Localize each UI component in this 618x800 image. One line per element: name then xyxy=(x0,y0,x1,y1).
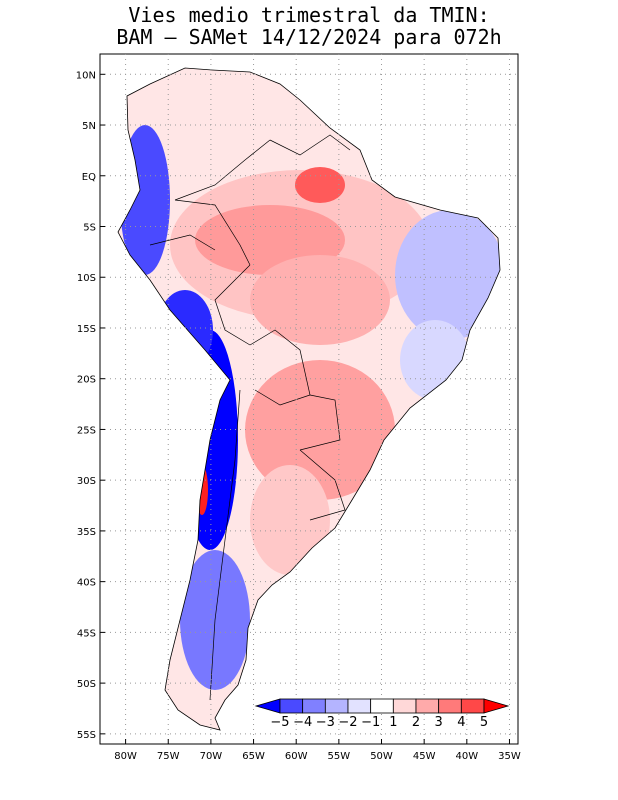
lon-tick-label: 35W xyxy=(498,751,521,762)
colorbar-label: 1 xyxy=(389,715,397,730)
lat-tick-label: 15S xyxy=(77,324,96,335)
colorbar-label: 2 xyxy=(412,715,420,730)
title-line-2: BAM – SAMet 14/12/2024 para 072h xyxy=(116,25,502,49)
lon-tick-label: 65W xyxy=(242,751,265,762)
lat-tick-label: 45S xyxy=(77,628,96,639)
colorbar-right-arrow xyxy=(483,698,510,714)
colorbar-label: −1 xyxy=(361,715,380,730)
lat-tick-label: EQ xyxy=(82,172,96,183)
lat-tick-label: 10N xyxy=(76,70,96,81)
lat-tick-label: 30S xyxy=(77,476,96,487)
colorbar-swatch xyxy=(370,698,394,714)
colorbar-label: 3 xyxy=(435,715,443,730)
title-line-1: Vies medio trimestral da TMIN: xyxy=(128,3,490,27)
lat-tick-label: 40S xyxy=(77,578,96,589)
border-paraguay xyxy=(299,394,341,451)
country-borders xyxy=(149,134,351,701)
lat-tick-label: 55S xyxy=(77,730,96,741)
colorbar-swatch xyxy=(392,698,417,714)
lon-tick-label: 55W xyxy=(328,751,351,762)
colorbar: −5 −4 −3 −2 −1 1 2 3 4 5 xyxy=(254,698,510,730)
lon-tick-label: 80W xyxy=(114,751,137,762)
lon-tick-label: 60W xyxy=(285,751,308,762)
lat-tick-label: 50S xyxy=(77,679,96,690)
lat-tick-label: 10S xyxy=(77,273,96,284)
lat-tick-label: 5S xyxy=(83,223,96,234)
lat-tick-label: 5N xyxy=(82,121,96,132)
pampas-warm-bias xyxy=(250,465,330,575)
border-peru-brazil xyxy=(214,264,251,346)
lon-tick-label: 40W xyxy=(456,751,479,762)
border-bolivia xyxy=(249,329,311,406)
colorbar-label: −4 xyxy=(293,715,312,730)
lat-tick-label: 35S xyxy=(77,527,96,538)
colorbar-label: −2 xyxy=(338,715,357,730)
border-chile-argentina xyxy=(209,389,241,701)
lon-tick-label: 50W xyxy=(370,751,393,762)
border-ecuador-peru xyxy=(149,234,216,251)
lat-tick-label: 25S xyxy=(77,425,96,436)
colorbar-swatch xyxy=(438,698,462,714)
colorbar-label: 5 xyxy=(480,715,488,730)
colorbar-label: −5 xyxy=(270,715,289,730)
central-warm-bias xyxy=(250,255,390,345)
lon-tick-label: 45W xyxy=(413,751,436,762)
colorbar-label: 4 xyxy=(457,715,465,730)
border-guianas xyxy=(269,134,351,156)
colorbar-swatch xyxy=(347,698,372,714)
border-uruguay-argentina xyxy=(299,449,346,521)
border-colombia-brazil xyxy=(174,199,251,266)
northeast-cool-bias xyxy=(395,210,500,340)
coastline xyxy=(117,67,501,731)
lon-tick-label: 75W xyxy=(157,751,180,762)
colorbar-swatch xyxy=(302,698,326,714)
colorbar-swatch xyxy=(415,698,440,714)
lon-tick-label: 70W xyxy=(200,751,223,762)
border-colombia-venezuela xyxy=(174,139,271,201)
lat-tick-label: 20S xyxy=(77,375,96,386)
colorbar-label: −3 xyxy=(316,715,335,730)
colorbar-swatch xyxy=(324,698,349,714)
colorbar-swatch xyxy=(460,698,485,714)
south-central-warm-bias xyxy=(245,360,395,500)
axis-ticks: 10N 5N EQ 5S 10S 15S 20S 25S 30S 35S 40S 45S 50S 55S 8… xyxy=(76,70,521,762)
colorbar-swatch xyxy=(279,698,304,714)
grid-lines xyxy=(100,54,518,744)
guiana-max-warm-bias xyxy=(295,167,345,203)
